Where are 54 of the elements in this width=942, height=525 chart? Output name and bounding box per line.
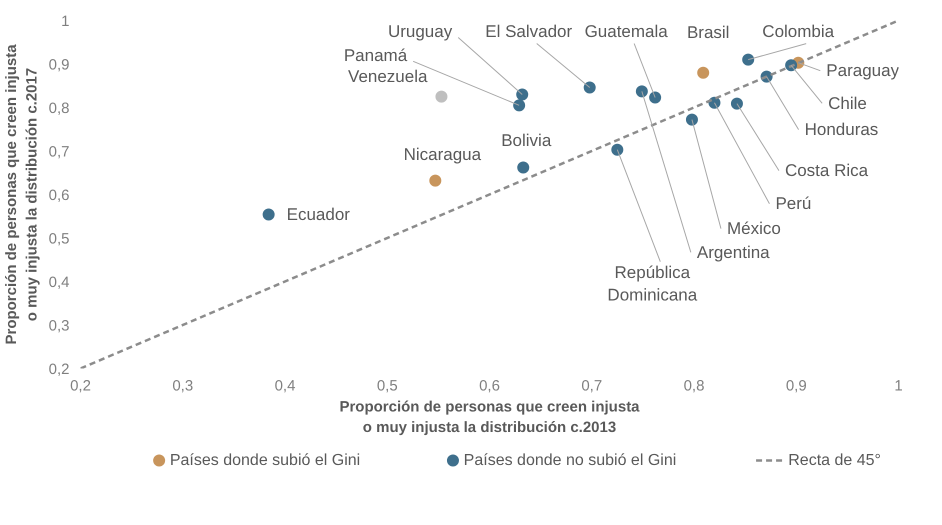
x-axis-title: Proporción de personas que creen injusta o muy injusta la distribución c.2013 bbox=[339, 398, 640, 436]
annotation: Bolivia bbox=[501, 131, 552, 150]
y-tick-label: 0,4 bbox=[48, 274, 70, 291]
point bbox=[435, 90, 448, 103]
point bbox=[513, 99, 526, 112]
annotation: Perú bbox=[775, 194, 812, 214]
point bbox=[686, 114, 698, 126]
point bbox=[742, 54, 754, 66]
y-tick-label: 1 bbox=[61, 13, 70, 30]
legend-label: Países donde no subió el Gini bbox=[464, 452, 676, 469]
x-tick-label: 1 bbox=[894, 378, 903, 394]
annotation: El Salvador bbox=[485, 22, 573, 41]
y-tick-label: 0,6 bbox=[48, 187, 70, 204]
point bbox=[730, 98, 743, 110]
annotation: México bbox=[726, 219, 781, 238]
point bbox=[262, 208, 275, 220]
legend-label: Recta de 45° bbox=[788, 452, 881, 469]
annotation: Guatemala bbox=[584, 22, 668, 41]
y-tick-label: 0,8 bbox=[48, 100, 70, 117]
y-tick-label: 0,5 bbox=[48, 230, 70, 248]
annotation: Uruguay bbox=[388, 22, 453, 41]
point bbox=[517, 162, 530, 174]
x-tick-label: 0,4 bbox=[274, 378, 296, 394]
point bbox=[611, 144, 624, 156]
point bbox=[516, 88, 528, 100]
annotation: Honduras bbox=[804, 120, 878, 140]
x-tick-label: 0,6 bbox=[479, 378, 500, 394]
y-tick-label: 0,7 bbox=[48, 144, 70, 160]
annotation: Brasil bbox=[686, 23, 730, 42]
legend-label: Países donde subió el Gini bbox=[170, 452, 360, 469]
y-axis-title: Proporción de personas que creen injusta o muy injusta la distribución c.2017 bbox=[3, 44, 41, 345]
point bbox=[636, 85, 648, 98]
point bbox=[429, 174, 442, 187]
annotation: Ecuador bbox=[286, 205, 350, 224]
annotation: Argentina bbox=[696, 242, 770, 262]
point bbox=[649, 92, 662, 104]
y-tick-label: 0,9 bbox=[48, 56, 70, 74]
point bbox=[584, 82, 596, 94]
x-tick-label: 0,8 bbox=[684, 378, 704, 394]
annotation: Chile bbox=[828, 94, 867, 113]
annotation: Panamá bbox=[344, 46, 408, 65]
annotation: Costa Rica bbox=[784, 161, 869, 180]
annotation: Nicaragua bbox=[404, 145, 482, 164]
x-tick-label: 0,7 bbox=[581, 378, 602, 394]
x-tick-label: 0,9 bbox=[786, 378, 807, 394]
annotation: República Dominicana bbox=[607, 262, 698, 305]
annotation: Colombia bbox=[762, 22, 835, 42]
x-tick-label: 0,2 bbox=[70, 378, 91, 394]
y-tick-label: 0,2 bbox=[48, 361, 70, 378]
x-tick-label: 0,3 bbox=[172, 378, 194, 394]
point bbox=[697, 66, 710, 79]
annotation: Venezuela bbox=[348, 67, 428, 86]
x-tick-label: 0,5 bbox=[376, 378, 398, 394]
y-tick-label: 0,3 bbox=[48, 318, 70, 334]
